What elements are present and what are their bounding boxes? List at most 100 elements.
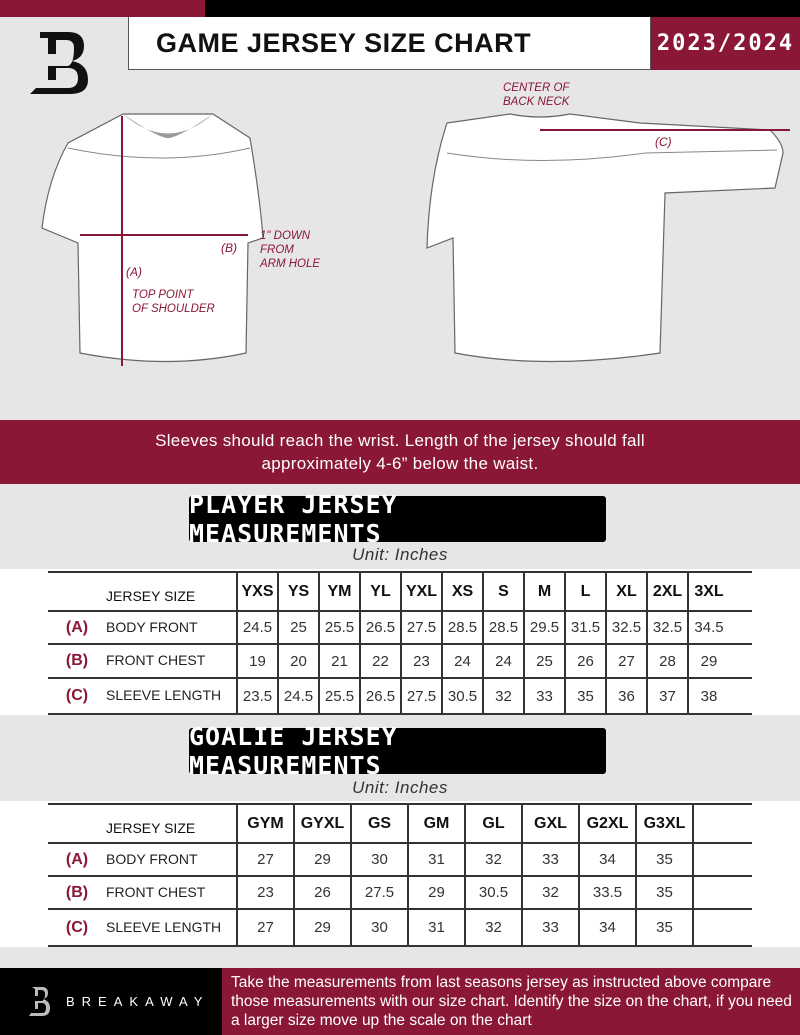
row-name: BODY FRONT <box>106 850 198 867</box>
measurement-cell: 27 <box>605 644 647 679</box>
measurement-cell: 29.5 <box>523 611 565 645</box>
measurement-cell: 32.5 <box>605 611 647 645</box>
measurement-cell <box>692 909 752 947</box>
measurement-cell: 32 <box>464 909 522 947</box>
player-unit: Unit: Inches <box>352 545 448 564</box>
spacer <box>729 611 752 645</box>
center-back-neck-note: CENTER OF BACK NECK <box>503 82 570 108</box>
row-letter: (A) <box>65 618 89 636</box>
top-bar-accent <box>0 0 205 17</box>
measurement-cell: 36 <box>605 678 647 715</box>
measurement-cell: 33 <box>523 678 565 715</box>
breakaway-logo-icon <box>30 32 88 94</box>
row-letter: (C) <box>65 918 89 936</box>
label-a: (A) <box>126 265 142 279</box>
row-name: SLEEVE LENGTH <box>106 687 222 703</box>
measurement-cell: 24.5 <box>236 611 278 645</box>
size-header <box>692 804 752 844</box>
measurement-cell: 23 <box>236 876 294 910</box>
measurement-cell: 31 <box>407 909 465 947</box>
row-label: (C) SLEEVE LENGTH <box>48 678 237 715</box>
label-c: (C) <box>655 135 672 149</box>
measurement-cell: 31.5 <box>564 611 606 645</box>
measurement-cell: 30.5 <box>441 678 483 715</box>
measurement-cell: 29 <box>293 909 351 947</box>
size-header: GYM <box>236 804 294 844</box>
label-b: (B) <box>221 241 237 255</box>
goalie-unit: Unit: Inches <box>352 778 448 797</box>
measurement-cell <box>692 876 752 910</box>
row-label: (B) FRONT CHEST <box>48 876 237 910</box>
measurement-cell: 37 <box>646 678 688 715</box>
instruction-text: Sleeves should reach the wrist. Length o… <box>155 431 645 473</box>
size-header: G2XL <box>578 804 636 844</box>
size-header: GM <box>407 804 465 844</box>
footer-brand: BREAKAWAY <box>0 968 222 1035</box>
top-bar <box>205 0 800 17</box>
size-header: YM <box>318 572 360 612</box>
measurement-cell: 25 <box>523 644 565 679</box>
measurement-cell: 27 <box>236 843 294 877</box>
measurement-cell: 27 <box>236 909 294 947</box>
spacer <box>729 572 752 612</box>
measurement-cell: 35 <box>635 876 693 910</box>
goalie-header-row: JERSEY SIZE GYM GYXL GS GM GL GXL G2XL G3XL <box>48 804 752 844</box>
measurement-row: (B) FRONT CHEST 19 20 21 22 23 24 24 25 26 27 28 29 <box>48 644 752 679</box>
measurement-cell: 35 <box>564 678 606 715</box>
player-table: JERSEY SIZE YXS YS YM YL YXL XS S M L XL 2XL 3XL (A… <box>48 571 752 715</box>
row-label: (A) BODY FRONT <box>48 611 237 645</box>
front-jersey-diagram <box>41 113 264 366</box>
arm-hole-note: 1" DOWN FROM ARM HOLE <box>260 230 321 270</box>
measurement-cell: 25.5 <box>318 678 360 715</box>
spacer <box>729 678 752 715</box>
measurement-cell: 26 <box>564 644 606 679</box>
measurement-cell: 33 <box>521 843 579 877</box>
measurement-cell: 25 <box>277 611 319 645</box>
measurement-cell: 23.5 <box>236 678 278 715</box>
size-header: 3XL <box>687 572 729 612</box>
measurement-cell: 22 <box>359 644 401 679</box>
size-header: S <box>482 572 524 612</box>
measurement-cell: 24 <box>441 644 483 679</box>
measurement-cell: 29 <box>407 876 465 910</box>
size-header: GXL <box>521 804 579 844</box>
measurement-cell: 23 <box>400 644 442 679</box>
brand-name: BREAKAWAY <box>66 994 210 1009</box>
row-label: (C) SLEEVE LENGTH <box>48 909 237 947</box>
measurement-cell: 20 <box>277 644 319 679</box>
measurement-row: (B) FRONT CHEST 23 26 27.5 29 30.5 32 33.5 35 <box>48 876 752 910</box>
measurement-cell: 21 <box>318 644 360 679</box>
measurement-cell: 26.5 <box>359 611 401 645</box>
measurement-cell: 31 <box>407 843 465 877</box>
row-letter: (B) <box>65 883 89 901</box>
size-header: GYXL <box>293 804 351 844</box>
size-header: G3XL <box>635 804 693 844</box>
back-jersey-diagram <box>426 113 790 363</box>
measurement-row: (A) BODY FRONT 27 29 30 31 32 33 34 35 <box>48 843 752 877</box>
measurement-cell: 28.5 <box>441 611 483 645</box>
page-title: GAME JERSEY SIZE CHART <box>128 17 651 70</box>
measurement-cell: 26.5 <box>359 678 401 715</box>
footer-note: Take the measurements from last seasons … <box>222 968 800 1035</box>
measurement-cell: 34 <box>578 909 636 947</box>
size-header: M <box>523 572 565 612</box>
size-header: YS <box>277 572 319 612</box>
measurement-cell: 34.5 <box>687 611 729 645</box>
measurement-cell: 32.5 <box>646 611 688 645</box>
measurement-cell: 25.5 <box>318 611 360 645</box>
jersey-size-label: JERSEY SIZE <box>48 804 237 844</box>
measurement-cell: 32 <box>521 876 579 910</box>
measurement-row: (C) SLEEVE LENGTH 23.5 24.5 25.5 26.5 27.5 30.5… <box>48 678 752 715</box>
row-label: (A) BODY FRONT <box>48 843 237 877</box>
row-letter: (C) <box>65 687 89 704</box>
goalie-section-title: GOALIE JERSEY MEASUREMENTS <box>189 722 606 780</box>
measurement-cell: 27.5 <box>400 611 442 645</box>
row-label: (B) FRONT CHEST <box>48 644 237 679</box>
goalie-table: JERSEY SIZE GYM GYXL GS GM GL GXL G2XL G3XL (A)… <box>48 803 752 947</box>
measurement-cell <box>692 843 752 877</box>
measurement-cell: 34 <box>578 843 636 877</box>
breakaway-logo-icon <box>29 986 50 1016</box>
row-name: BODY FRONT <box>106 618 198 635</box>
measurement-cell: 24 <box>482 644 524 679</box>
measurement-cell: 30 <box>350 909 408 947</box>
